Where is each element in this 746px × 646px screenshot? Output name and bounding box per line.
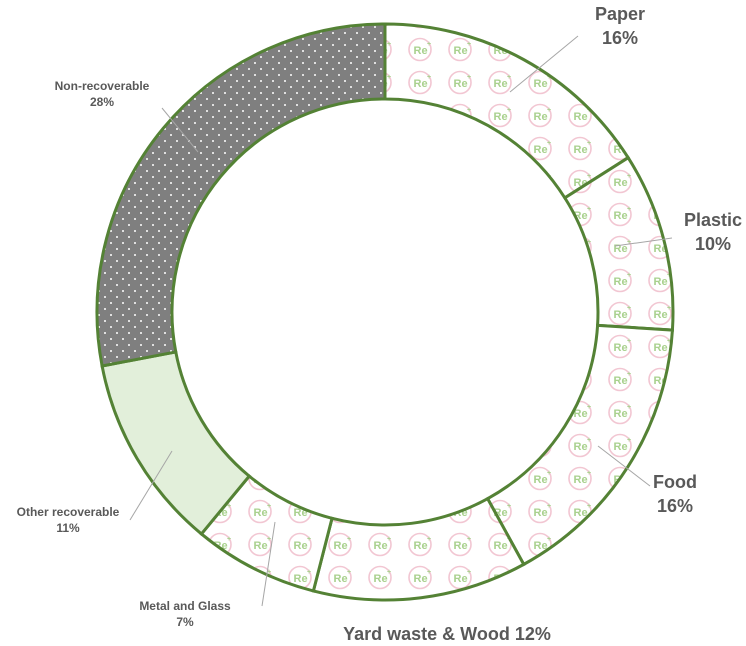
value-label: 10% <box>695 234 731 254</box>
data-label-other-recoverable: Other recoverable 11% <box>17 505 120 535</box>
leader-line <box>614 237 673 247</box>
leader-line <box>261 521 276 607</box>
category-label: Paper <box>595 4 645 24</box>
category-label: Metal and Glass <box>139 599 231 613</box>
slice-paper <box>383 22 631 200</box>
value-label: 11% <box>56 521 80 535</box>
leader-line <box>161 107 199 153</box>
data-label-plastic: Plastic 10% <box>684 210 742 254</box>
data-label-yard-waste-wood: Yard waste & Wood 12% <box>343 624 551 644</box>
leader-line <box>129 450 173 521</box>
slice-non-recoverable <box>95 22 387 368</box>
category-label: Plastic <box>684 210 742 230</box>
category-label: Other recoverable <box>17 505 120 519</box>
category-label: Food <box>653 472 697 492</box>
value-label: 7% <box>176 615 194 629</box>
data-label-metal-and-glass: Metal and Glass 7% <box>139 599 231 629</box>
value-label: 16% <box>657 496 693 516</box>
leader-line <box>509 35 579 93</box>
data-label-non-recoverable: Non-recoverable 28% <box>55 79 150 109</box>
data-label-food: Food 16% <box>653 472 697 516</box>
value-label: 28% <box>90 95 114 109</box>
data-label-paper: Paper 16% <box>595 4 645 48</box>
category-label: Non-recoverable <box>55 79 150 93</box>
leader-line <box>597 445 651 487</box>
slice-yard-waste-wood <box>311 496 526 602</box>
value-label: 16% <box>602 28 638 48</box>
slice-food <box>485 323 675 567</box>
